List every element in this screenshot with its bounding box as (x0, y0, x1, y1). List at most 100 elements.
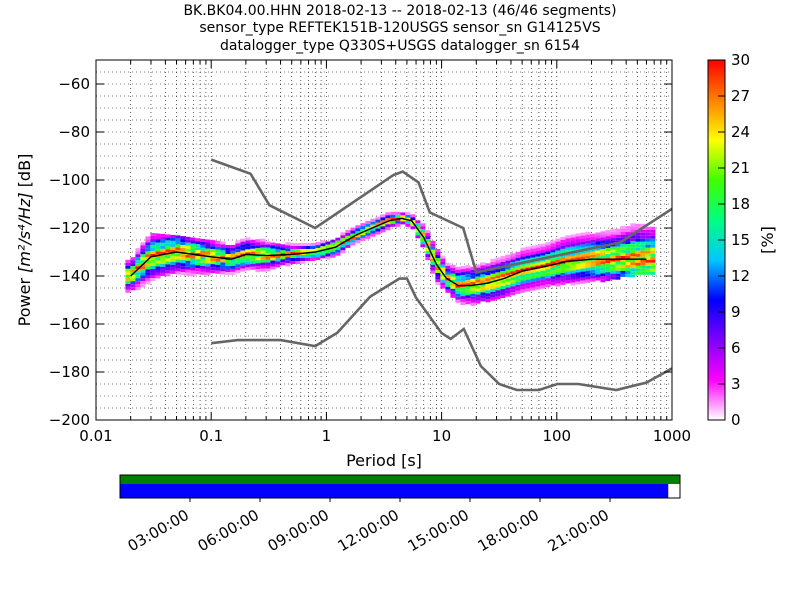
timeline-tick-label: 12:00:00 (335, 506, 402, 555)
heatmap-cell (150, 260, 156, 263)
heatmap-cell (500, 274, 506, 277)
heatmap-cell (345, 244, 351, 248)
heatmap-cell (570, 279, 576, 283)
heatmap-cell (530, 260, 536, 264)
heatmap-cell (490, 288, 496, 292)
heatmap-cell (265, 247, 271, 251)
heatmap-cell (600, 267, 606, 271)
heatmap-cell (175, 265, 181, 269)
heatmap-cell (545, 254, 551, 258)
heatmap-cell (610, 249, 616, 253)
heatmap-cell (520, 271, 526, 275)
heatmap-cell (185, 257, 191, 261)
heatmap-cell (485, 284, 491, 288)
heatmap-cell (150, 254, 156, 257)
heatmap-cell (645, 238, 651, 242)
heatmap-cell (510, 265, 516, 269)
heatmap-cell (490, 273, 496, 277)
x-axis-label: Period [s] (346, 451, 422, 470)
colorbar-tick-label: 21 (731, 159, 750, 177)
heatmap-cell (375, 222, 381, 226)
heatmap-cell (315, 254, 321, 258)
heatmap-cell (600, 255, 606, 259)
heatmap-cell (475, 288, 481, 292)
heatmap-cell (290, 246, 296, 249)
heatmap-cell (270, 263, 276, 267)
heatmap-cell (580, 253, 586, 257)
heatmap-cell (570, 237, 576, 241)
heatmap-cell (145, 278, 151, 282)
heatmap-cell (135, 287, 141, 291)
heatmap-cell (515, 278, 521, 282)
heatmap-cell (610, 258, 616, 262)
heatmap-cell (625, 262, 631, 266)
heatmap-cell (645, 241, 651, 245)
heatmap-cell (640, 244, 646, 248)
heatmap-cell (165, 237, 171, 241)
heatmap-cell (210, 261, 216, 265)
heatmap-cell (245, 249, 251, 253)
heatmap-cell (605, 275, 611, 279)
heatmap-cell (275, 264, 281, 268)
heatmap-cell (605, 245, 611, 249)
heatmap-cell (420, 232, 426, 236)
heatmap-cell (345, 235, 351, 239)
heatmap-cell (245, 237, 251, 241)
heatmap-cell (365, 220, 371, 224)
heatmap-cell (650, 268, 656, 272)
heatmap-cell (505, 257, 511, 261)
heatmap-cell (145, 245, 151, 249)
heatmap-cell (150, 272, 156, 275)
heatmap-cell (610, 246, 616, 250)
heatmap-cell (530, 284, 536, 288)
heatmap-cell (200, 262, 206, 266)
heatmap-cell (565, 238, 571, 242)
heatmap-cell (560, 266, 566, 270)
heatmap-cell (550, 273, 556, 277)
heatmap-cell (165, 234, 171, 238)
heatmap-cell (480, 262, 486, 266)
heatmap-cell (145, 248, 151, 252)
heatmap-cell (505, 284, 511, 288)
heatmap-cell (155, 245, 161, 249)
heatmap-cell (585, 249, 591, 253)
heatmap-cell (200, 241, 206, 245)
heatmap-cell (440, 279, 446, 283)
heatmap-cell (160, 239, 166, 243)
data-availability-timeline: 03:00:00 06:00:00 09:00:00 12:00:00 15:00:00… (119, 474, 681, 555)
heatmap-cell (500, 286, 506, 289)
heatmap-cell (595, 262, 601, 266)
heatmap-cell (455, 281, 461, 285)
heatmap-cell (215, 261, 221, 265)
heatmap-cell (540, 279, 546, 283)
heatmap-cell (515, 281, 521, 285)
heatmap-cell (580, 277, 586, 281)
heatmap-cell (530, 254, 536, 258)
heatmap-cell (605, 260, 611, 264)
heatmap-cell (495, 275, 501, 279)
heatmap-cell (340, 232, 346, 236)
heatmap-cell (610, 264, 616, 268)
heatmap-cell (460, 269, 466, 273)
heatmap-cell (635, 244, 641, 248)
heatmap-cell (510, 286, 516, 290)
heatmap-cell (545, 248, 551, 252)
heatmap-cell (460, 275, 466, 279)
heatmap-cell (470, 287, 476, 291)
heatmap-cell (300, 261, 306, 264)
heatmap-cell (530, 248, 536, 252)
heatmap-cell (200, 256, 206, 260)
heatmap-cell (165, 264, 171, 268)
heatmap-cell (210, 240, 216, 244)
heatmap-cell (180, 269, 186, 273)
heatmap-cell (545, 272, 551, 276)
heatmap-cell (200, 250, 206, 254)
heatmap-cell (440, 282, 446, 286)
heatmap-cell (200, 265, 206, 269)
heatmap-cell (455, 269, 461, 273)
plot-title-line-3: datalogger_type Q330S+USGS datalogger_sn… (220, 38, 580, 54)
heatmap-cell (240, 259, 246, 263)
heatmap-cell (450, 264, 456, 268)
heatmap-cell (395, 214, 401, 218)
heatmap-cell (575, 239, 581, 243)
